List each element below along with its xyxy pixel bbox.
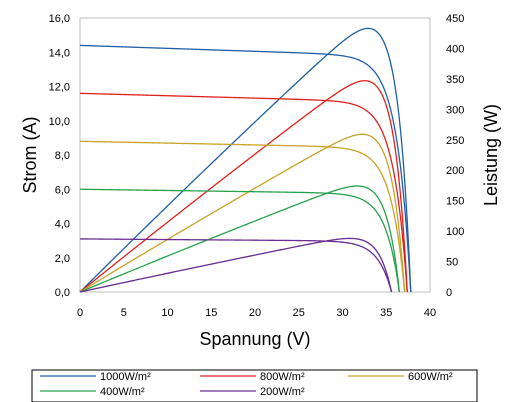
y-right-axis-title: Leistung (W) bbox=[481, 104, 501, 206]
legend-label-600: 600W/m² bbox=[408, 371, 453, 383]
series-800-power-line bbox=[79, 80, 408, 293]
x-tick-label-4: 20 bbox=[249, 307, 261, 319]
y-left-tick-label-3: 6,0 bbox=[55, 184, 70, 196]
y-right-tick-label-3: 150 bbox=[446, 196, 464, 208]
y-left-tick-label-5: 10,0 bbox=[49, 116, 70, 128]
x-tick-label-0: 0 bbox=[77, 307, 83, 319]
series-1000-power-line bbox=[79, 27, 412, 293]
legend-label-200: 200W/m² bbox=[260, 386, 305, 398]
y-right-tick-label-1: 50 bbox=[446, 257, 458, 269]
y-right-tick-label-4: 200 bbox=[446, 165, 464, 177]
y-right-tick-label-6: 300 bbox=[446, 104, 464, 116]
legend-label-400: 400W/m² bbox=[100, 386, 145, 398]
series-400-current-line bbox=[79, 188, 401, 293]
y-right-tick-label-9: 450 bbox=[446, 13, 464, 25]
legend-label-800: 800W/m² bbox=[260, 371, 305, 383]
x-tick-label-5: 25 bbox=[293, 307, 305, 319]
series-600-current-line bbox=[79, 140, 406, 293]
plot-area bbox=[79, 17, 431, 293]
series-600-power-line bbox=[79, 133, 406, 293]
series-200-power-line bbox=[79, 237, 393, 293]
x-tick-label-2: 10 bbox=[161, 307, 173, 319]
x-tick-label-8: 40 bbox=[424, 307, 436, 319]
series-400-power-line bbox=[79, 185, 401, 293]
y-right-tick-label-5: 250 bbox=[446, 135, 464, 147]
plot-frame bbox=[79, 17, 431, 293]
y-left-tick-label-0: 0,0 bbox=[55, 287, 70, 299]
series-200-current-line bbox=[79, 238, 393, 293]
y-right-axis-ticks: 0 50 100 150 200 250 300 350 400 450 bbox=[446, 13, 464, 299]
y-left-tick-label-1: 2,0 bbox=[55, 253, 70, 265]
y-left-axis-title: Strom (A) bbox=[20, 116, 40, 193]
x-tick-label-3: 15 bbox=[205, 307, 217, 319]
y-left-tick-label-6: 12,0 bbox=[49, 82, 70, 94]
x-tick-label-6: 30 bbox=[336, 307, 348, 319]
y-left-axis-ticks: 0,0 2,0 4,0 6,0 8,0 10,0 12,0 14,0 16,0 bbox=[49, 13, 70, 299]
y-left-tick-label-4: 8,0 bbox=[55, 150, 70, 162]
legend-label-1000: 1000W/m² bbox=[100, 371, 151, 383]
legend-frame bbox=[31, 369, 478, 402]
curves bbox=[79, 27, 412, 293]
y-left-tick-label-8: 16,0 bbox=[49, 13, 70, 25]
x-tick-label-1: 5 bbox=[121, 307, 127, 319]
y-right-tick-label-8: 400 bbox=[446, 43, 464, 55]
y-left-tick-label-7: 14,0 bbox=[49, 47, 70, 59]
y-left-tick-label-2: 4,0 bbox=[55, 219, 70, 231]
x-tick-label-7: 35 bbox=[380, 307, 392, 319]
x-axis-title: Spannung (V) bbox=[199, 329, 310, 349]
series-800-current-line bbox=[79, 92, 408, 293]
y-right-tick-label-2: 100 bbox=[446, 226, 464, 238]
y-right-tick-label-7: 350 bbox=[446, 74, 464, 86]
y-right-tick-label-0: 0 bbox=[446, 287, 452, 299]
x-axis-ticks: 0 5 10 15 20 25 30 35 40 bbox=[77, 307, 436, 319]
legend: 1000W/m² 800W/m² 600W/m² 400W/m² 200W/m² bbox=[31, 369, 478, 402]
series-1000-current-line bbox=[79, 44, 412, 293]
